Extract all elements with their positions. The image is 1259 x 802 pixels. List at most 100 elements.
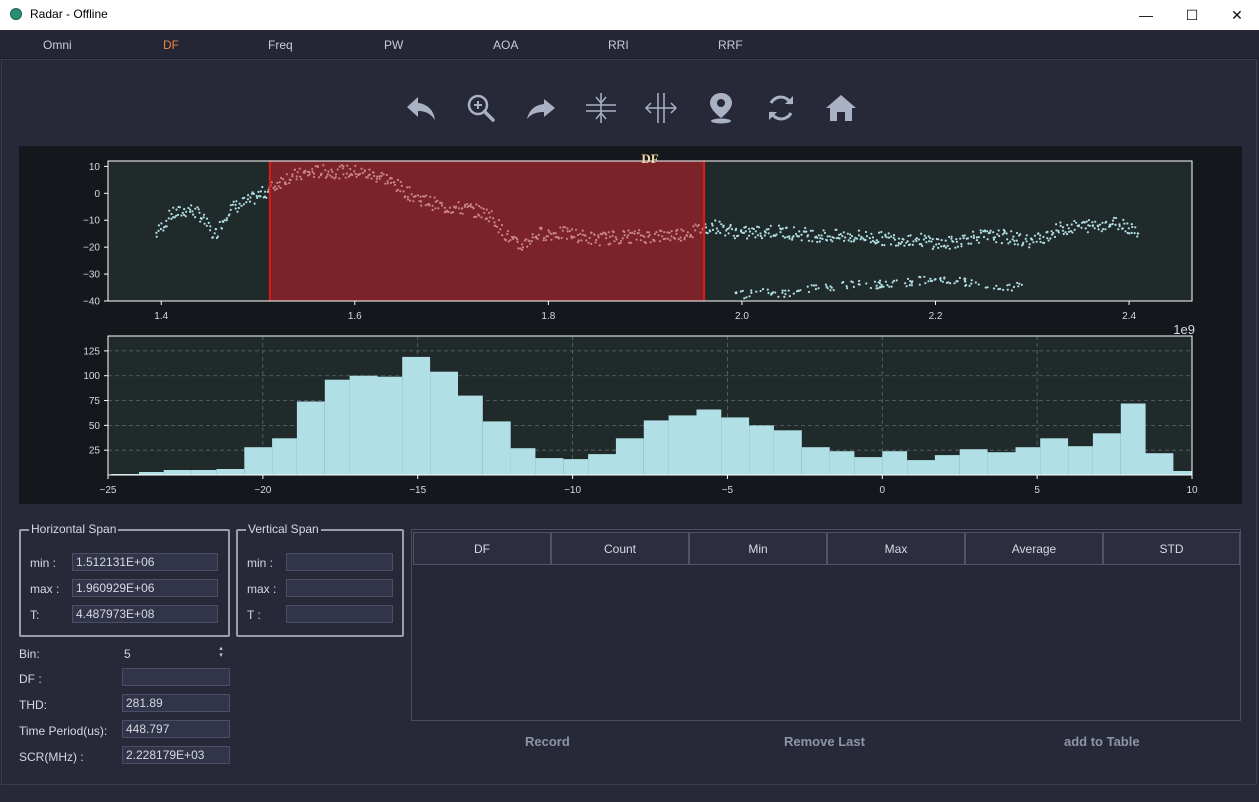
scatter-point	[939, 277, 942, 280]
scatter-point	[777, 295, 780, 298]
tab-aoa[interactable]: AOA	[493, 38, 519, 52]
scatter-point	[249, 196, 252, 199]
tab-rri[interactable]: RRI	[608, 38, 629, 52]
back-icon[interactable]	[403, 90, 439, 126]
tab-rrf[interactable]: RRF	[718, 38, 743, 52]
zoom-icon[interactable]	[463, 90, 499, 126]
scatter-point	[626, 236, 629, 239]
selection-span	[269, 161, 705, 301]
scatter-point	[1046, 237, 1049, 240]
horizontal-span-icon[interactable]	[643, 90, 679, 126]
record-button[interactable]: Record	[525, 734, 570, 749]
scatter-point	[890, 235, 893, 238]
scatter-point	[243, 196, 246, 199]
scatter-frame	[107, 160, 1193, 302]
scatter-point	[509, 239, 512, 242]
refresh-icon[interactable]	[763, 90, 799, 126]
tab-freq[interactable]: Freq	[268, 38, 293, 52]
df-field[interactable]	[122, 668, 230, 686]
tab-pw[interactable]: PW	[384, 38, 404, 52]
col-std-header[interactable]: STD	[1103, 532, 1240, 565]
h-t-field[interactable]: 4.487973E+08	[72, 605, 218, 623]
minimize-button[interactable]: —	[1139, 7, 1153, 23]
pin-icon[interactable]	[703, 90, 739, 126]
scatter-point	[907, 234, 910, 238]
scatter-point	[431, 208, 434, 212]
tab-df[interactable]: DF	[163, 38, 179, 52]
scatter-point	[354, 164, 357, 167]
scatter-point	[683, 236, 686, 239]
add-to-table-button[interactable]: add to Table	[1064, 734, 1140, 749]
histogram-bar	[563, 459, 589, 475]
tab-omni[interactable]: Omni	[43, 38, 72, 52]
vertical-span-icon[interactable]	[583, 90, 619, 126]
h-min-field[interactable]: 1.512131E+06	[72, 553, 218, 571]
scatter-point	[191, 210, 194, 213]
scatter-point	[342, 173, 345, 176]
scatter-point	[904, 282, 907, 285]
scatter-point	[1050, 230, 1053, 233]
scatter-point	[1055, 223, 1058, 226]
scatter-point	[744, 230, 748, 233]
col-df-header[interactable]: DF	[413, 532, 551, 565]
scatter-point	[1003, 231, 1006, 234]
bin-spin-arrows[interactable]: ▴ ▾	[219, 645, 223, 659]
col-average-header[interactable]: Average	[965, 532, 1103, 565]
scatter-point	[877, 240, 880, 243]
scatter-point	[285, 182, 288, 186]
scatter-point	[160, 222, 163, 225]
scatter-point	[406, 195, 409, 199]
scatter-point	[493, 221, 496, 224]
scatter-point	[950, 237, 953, 240]
scatter-point	[183, 213, 186, 216]
home-icon[interactable]	[823, 90, 859, 126]
scatter-ytick-label: 0	[94, 189, 100, 200]
scatter-point	[977, 241, 981, 244]
scatter-point	[1038, 237, 1041, 240]
scatter-point	[207, 221, 210, 224]
remove-last-button[interactable]: Remove Last	[784, 734, 865, 749]
col-min-header[interactable]: Min	[689, 532, 827, 565]
scatter-point	[666, 237, 670, 240]
scatter-point	[676, 228, 679, 231]
scatter-point	[878, 231, 881, 234]
thd-field[interactable]: 281.89	[122, 694, 230, 712]
time-period-field[interactable]: 448.797	[122, 720, 230, 738]
v-min-field[interactable]	[286, 553, 393, 571]
close-button[interactable]: ✕	[1231, 6, 1243, 23]
scatter-point	[953, 282, 956, 285]
scatter-point	[977, 236, 980, 239]
scatter-point	[903, 244, 906, 247]
plots-canvas[interactable]: 1.4 1.6 1.8 2.0 2.2 2.4100−10−20−30−40DF1e9−2…	[19, 146, 1242, 504]
forward-icon[interactable]	[523, 90, 559, 126]
scatter-point	[871, 236, 875, 239]
bin-spinbox[interactable]: 5	[124, 647, 131, 661]
maximize-button[interactable]: ☐	[1185, 6, 1199, 23]
scatter-point	[1055, 229, 1058, 232]
scatter-point	[1025, 240, 1028, 243]
results-table[interactable]: DF Count Min Max Average STD	[411, 529, 1241, 721]
scatter-point	[761, 288, 765, 291]
col-max-header[interactable]: Max	[827, 532, 965, 565]
scatter-point	[935, 243, 938, 246]
scatter-point	[889, 243, 893, 246]
scatter-point	[831, 240, 834, 243]
scr-field[interactable]: 2.228179E+03	[122, 746, 230, 764]
scatter-point	[829, 289, 832, 292]
scatter-point	[755, 290, 758, 293]
scatter-point	[639, 239, 643, 242]
scatter-point	[547, 229, 550, 232]
scatter-point	[1083, 221, 1086, 224]
scatter-point	[937, 238, 940, 241]
scatter-point	[295, 175, 298, 178]
v-t-field[interactable]	[286, 605, 393, 623]
v-max-field[interactable]	[286, 579, 393, 597]
col-count-header[interactable]: Count	[551, 532, 689, 565]
h-max-field[interactable]: 1.960929E+06	[72, 579, 218, 597]
scatter-point	[955, 280, 958, 283]
scatter-point	[194, 216, 197, 219]
scatter-point	[818, 240, 822, 243]
scatter-point	[791, 238, 794, 241]
scatter-point	[1122, 218, 1125, 221]
scatter-point	[715, 227, 719, 230]
